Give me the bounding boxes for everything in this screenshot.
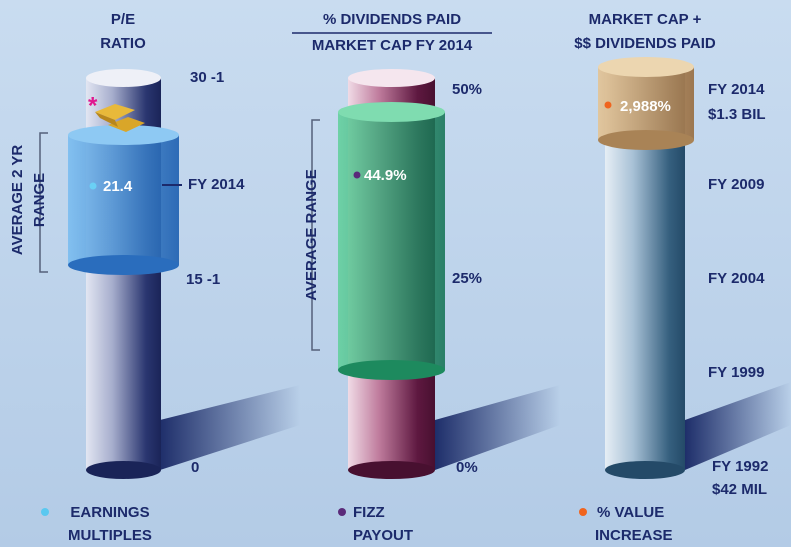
scale-label: 0%	[456, 459, 478, 476]
shadow	[160, 385, 300, 470]
legend-text: MULTIPLES	[68, 527, 152, 544]
scale-label: FY 2009	[708, 176, 764, 193]
legend-dot	[338, 508, 346, 516]
title: $$ DIVIDENDS PAID	[574, 35, 716, 52]
legend-text: FIZZ	[353, 504, 385, 521]
legend-text: EARNINGS	[70, 504, 149, 521]
title: RATIO	[100, 35, 146, 52]
scale-label: FY 2014	[708, 81, 765, 98]
scale-label: 30 -1	[190, 69, 224, 86]
marker-label: FY 2014	[188, 176, 245, 193]
shadow	[685, 382, 791, 470]
scale-label: 0	[191, 459, 199, 476]
cylinder	[338, 69, 445, 479]
marker-dot	[89, 182, 97, 190]
scale-label: FY 2004	[708, 270, 765, 287]
title: % DIVIDENDS PAID	[323, 11, 461, 28]
range-label: AVERAGE RANGE	[303, 169, 320, 300]
marker-value: 2,988%	[620, 98, 671, 115]
cylinder	[68, 69, 179, 479]
legend-text: % VALUE	[597, 504, 664, 521]
legend-text: PAYOUT	[353, 527, 413, 544]
marker-value: 21.4	[103, 178, 133, 195]
note-mark: *	[88, 92, 98, 119]
range-label: RANGE	[31, 173, 48, 227]
title: MARKET CAP +	[589, 11, 702, 28]
legend-text: INCREASE	[595, 527, 673, 544]
scale-label: $1.3 BIL	[708, 106, 766, 123]
scale-label: 15 -1	[186, 271, 220, 288]
scale-label: 50%	[452, 81, 482, 98]
shadow	[435, 385, 560, 470]
scale-label: FY 1999	[708, 364, 764, 381]
range-label: AVERAGE 2 YR	[9, 145, 26, 255]
bracket	[311, 119, 320, 351]
scale-label: FY 1992	[712, 458, 768, 475]
cylinder	[598, 57, 694, 479]
scale-label: 25%	[452, 270, 482, 287]
legend-dot	[579, 508, 587, 516]
marker-value: 44.9%	[364, 167, 407, 184]
marker-dot	[604, 101, 612, 109]
legend-dot	[41, 508, 49, 516]
scale-label: $42 MIL	[712, 481, 767, 498]
marker-dot	[353, 171, 361, 179]
bracket	[39, 132, 48, 273]
title: P/E	[111, 11, 135, 28]
title: MARKET CAP FY 2014	[312, 37, 473, 54]
